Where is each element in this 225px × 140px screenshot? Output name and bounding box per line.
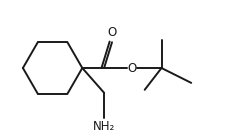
Text: O: O (127, 61, 136, 74)
Text: O: O (107, 26, 116, 39)
Text: NH₂: NH₂ (92, 120, 115, 132)
